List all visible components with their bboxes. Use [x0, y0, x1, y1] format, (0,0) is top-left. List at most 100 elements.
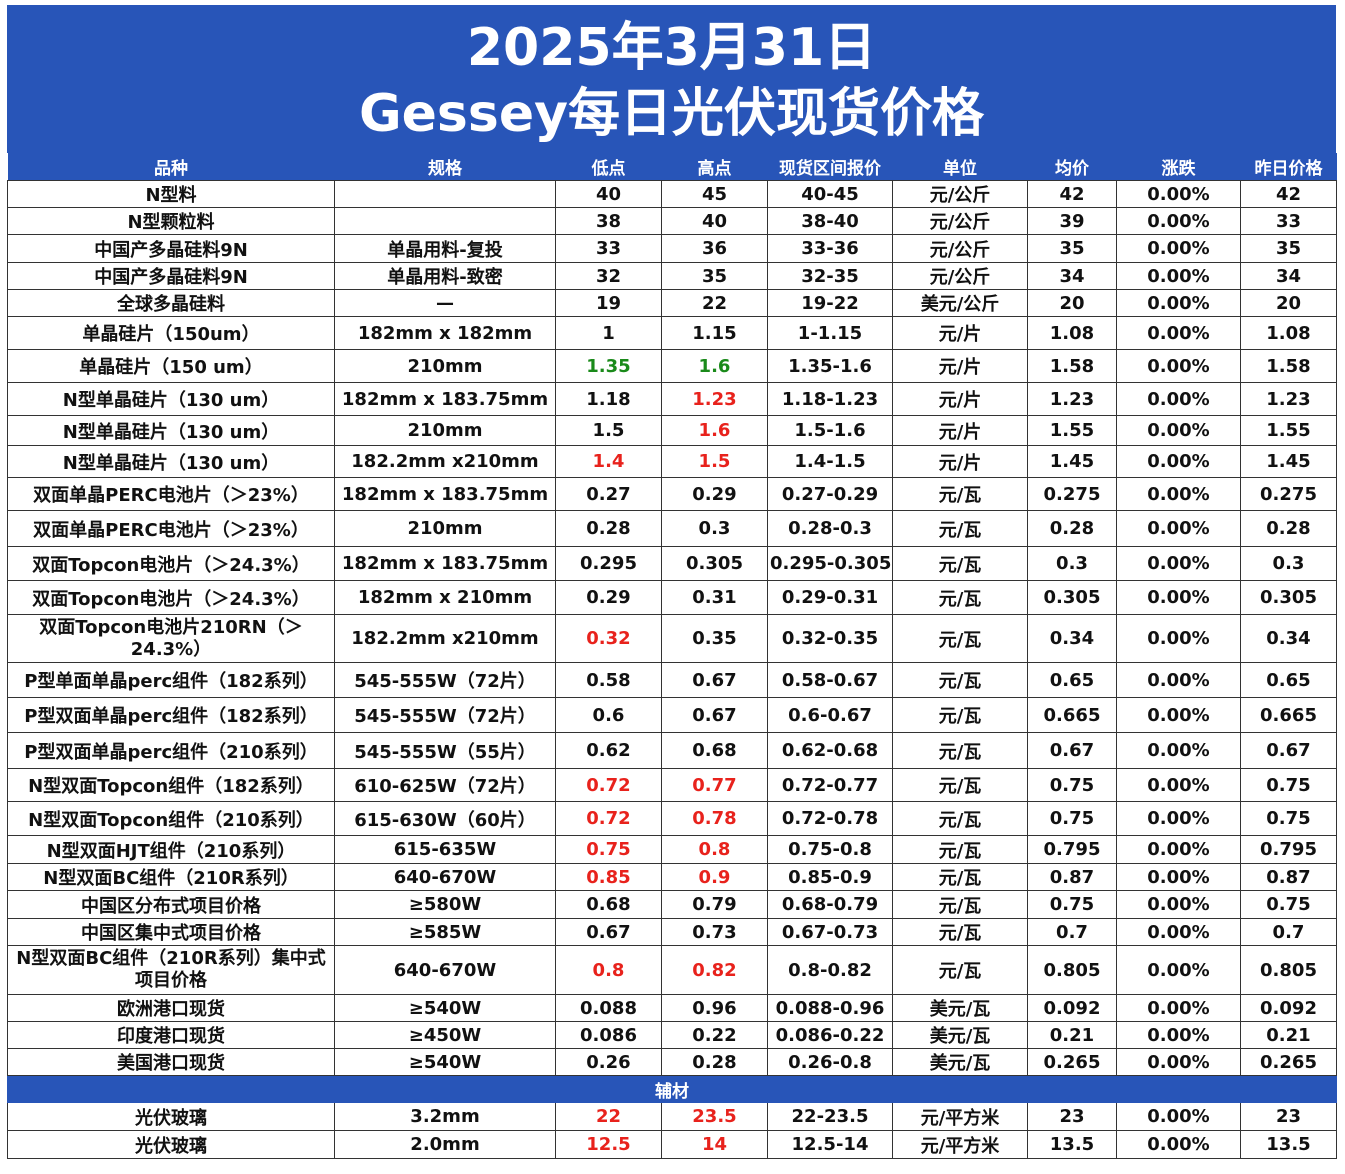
cell-spec: 2.0mm	[334, 1130, 556, 1159]
cell-name: N型单晶硅片（130 um）	[7, 445, 335, 478]
table-row: N型双面BC组件（210R系列）集中式项目价格 640-670W 0.8 0.82 0.…	[7, 945, 1337, 995]
cell-low: 0.68	[555, 890, 662, 919]
cell-high: 0.73	[661, 918, 768, 946]
table-row: N型双面Topcon组件（210系列） 615-630W（60片） 0.72 0.78…	[7, 801, 1337, 836]
cell-range: 0.29-0.31	[767, 580, 893, 615]
cell-avg: 0.65	[1027, 662, 1117, 698]
table-row: 双面Topcon电池片210RN（＞24.3%） 182.2mm x210mm 0.…	[7, 614, 1337, 663]
cell-spec: 615-635W	[334, 835, 556, 864]
cell-prev: 0.265	[1240, 1048, 1337, 1076]
table-row: P型单面单晶perc组件（182系列） 545-555W（72片） 0.58 0.67…	[7, 662, 1337, 698]
table-row: N型双面BC组件（210R系列） 640-670W 0.85 0.9 0.85-0.9 元…	[7, 863, 1337, 891]
cell-name: N型双面Topcon组件（210系列）	[7, 801, 335, 836]
cell-low: 1.18	[555, 382, 662, 416]
cell-low: 0.6	[555, 697, 662, 733]
cell-prev: 0.092	[1240, 994, 1337, 1022]
cell-high: 0.77	[661, 768, 768, 802]
cell-avg: 0.275	[1027, 477, 1117, 511]
cell-low: 0.32	[555, 614, 662, 663]
cell-spec	[334, 207, 556, 235]
cell-range: 0.6-0.67	[767, 697, 893, 733]
cell-high: 1.23	[661, 382, 768, 416]
cell-prev: 0.3	[1240, 546, 1337, 581]
col-header-high: 高点	[661, 153, 768, 181]
cell-low: 1	[555, 316, 662, 350]
cell-avg: 23	[1027, 1102, 1117, 1131]
cell-avg: 35	[1027, 234, 1117, 263]
cell-change: 0.00%	[1116, 863, 1241, 891]
cell-low: 0.72	[555, 768, 662, 802]
cell-name: 中国区集中式项目价格	[7, 918, 335, 946]
cell-spec: 210mm	[334, 415, 556, 446]
cell-high: 22	[661, 289, 768, 317]
cell-unit: 元/瓦	[892, 863, 1028, 891]
cell-change: 0.00%	[1116, 445, 1241, 478]
cell-high: 1.5	[661, 445, 768, 478]
table-row: 中国产多晶硅料9N 单晶用料-复投 33 36 33-36 元/公斤 35 0.00% 35	[7, 234, 1337, 263]
cell-range: 0.27-0.29	[767, 477, 893, 511]
cell-prev: 1.45	[1240, 445, 1337, 478]
cell-low: 0.75	[555, 835, 662, 864]
cell-low: 0.85	[555, 863, 662, 891]
cell-name: 双面单晶PERC电池片（＞23%）	[7, 477, 335, 511]
cell-avg: 1.08	[1027, 316, 1117, 350]
cell-prev: 35	[1240, 234, 1337, 263]
cell-range: 0.72-0.78	[767, 801, 893, 836]
cell-name: 双面单晶PERC电池片（＞23%）	[7, 510, 335, 547]
cell-range: 0.086-0.22	[767, 1021, 893, 1049]
cell-avg: 42	[1027, 180, 1117, 208]
cell-spec: 545-555W（72片）	[334, 662, 556, 698]
cell-change: 0.00%	[1116, 614, 1241, 663]
cell-change: 0.00%	[1116, 945, 1241, 995]
cell-low: 0.086	[555, 1021, 662, 1049]
cell-change: 0.00%	[1116, 415, 1241, 446]
cell-prev: 0.795	[1240, 835, 1337, 864]
cell-high: 14	[661, 1130, 768, 1159]
cell-prev: 0.67	[1240, 732, 1337, 769]
cell-range: 33-36	[767, 234, 893, 263]
report-date-title: 2025年3月31日	[466, 18, 877, 78]
cell-change: 0.00%	[1116, 1021, 1241, 1049]
cell-unit: 元/瓦	[892, 510, 1028, 547]
cell-range: 1.35-1.6	[767, 349, 893, 383]
cell-name: 印度港口现货	[7, 1021, 335, 1049]
cell-name: N型双面BC组件（210R系列）	[7, 863, 335, 891]
cell-name: P型双面单晶perc组件（210系列）	[7, 732, 335, 769]
cell-prev: 0.65	[1240, 662, 1337, 698]
title-banner: 2025年3月31日 Gessey每日光伏现货价格	[7, 5, 1336, 153]
cell-name: N型单晶硅片（130 um）	[7, 415, 335, 446]
cell-prev: 1.08	[1240, 316, 1337, 350]
cell-spec: 210mm	[334, 349, 556, 383]
cell-range: 0.58-0.67	[767, 662, 893, 698]
cell-spec: 182mm x 183.75mm	[334, 477, 556, 511]
cell-spec: 单晶用料-致密	[334, 262, 556, 290]
cell-range: 0.72-0.77	[767, 768, 893, 802]
cell-high: 0.28	[661, 1048, 768, 1076]
col-header-spec: 规格	[334, 153, 556, 181]
cell-avg: 1.45	[1027, 445, 1117, 478]
cell-change: 0.00%	[1116, 1102, 1241, 1131]
cell-range: 0.295-0.305	[767, 546, 893, 581]
cell-spec: 182mm x 182mm	[334, 316, 556, 350]
cell-change: 0.00%	[1116, 662, 1241, 698]
cell-name: 全球多晶硅料	[7, 289, 335, 317]
cell-prev: 0.87	[1240, 863, 1337, 891]
cell-avg: 0.092	[1027, 994, 1117, 1022]
cell-unit: 元/公斤	[892, 207, 1028, 235]
cell-low: 22	[555, 1102, 662, 1131]
cell-high: 0.29	[661, 477, 768, 511]
section-label: 辅材	[7, 1075, 1337, 1103]
cell-avg: 13.5	[1027, 1130, 1117, 1159]
cell-unit: 元/瓦	[892, 768, 1028, 802]
table-row: N型颗粒料 38 40 38-40 元/公斤 39 0.00% 33	[7, 207, 1337, 235]
col-header-avg: 均价	[1027, 153, 1117, 181]
cell-unit: 元/瓦	[892, 697, 1028, 733]
cell-prev: 0.75	[1240, 890, 1337, 919]
cell-spec: 545-555W（55片）	[334, 732, 556, 769]
cell-low: 0.58	[555, 662, 662, 698]
cell-prev: 42	[1240, 180, 1337, 208]
cell-change: 0.00%	[1116, 918, 1241, 946]
cell-high: 45	[661, 180, 768, 208]
cell-spec	[334, 180, 556, 208]
report-main-title: Gessey每日光伏现货价格	[358, 84, 985, 144]
